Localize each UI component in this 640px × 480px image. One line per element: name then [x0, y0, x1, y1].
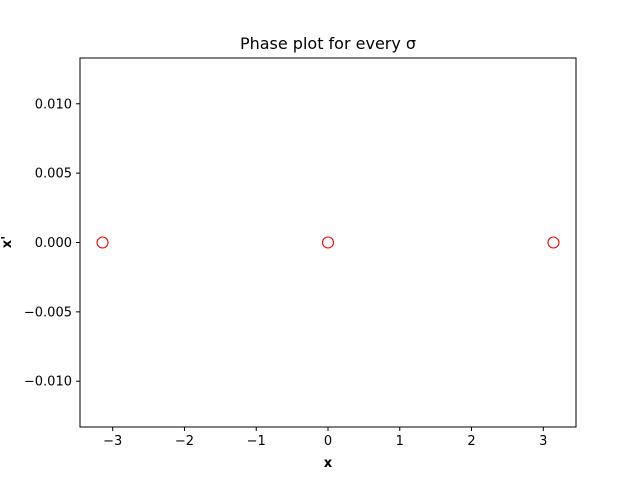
y-tick-label: −0.005: [24, 305, 72, 320]
chart-title: Phase plot for every σ: [240, 34, 416, 53]
x-tick-label: 1: [396, 434, 404, 449]
data-point: [547, 236, 560, 249]
x-tick-label: 2: [467, 434, 475, 449]
axes-frame: [79, 57, 577, 428]
x-tick-label: −3: [103, 434, 122, 449]
data-point: [96, 236, 109, 249]
plot-area: [96, 236, 560, 249]
y-axis-label: x': [0, 236, 15, 248]
x-tick-label: 0: [324, 434, 332, 449]
y-axis: −0.010 −0.005 0.000 0.005 0.010: [24, 97, 80, 390]
x-tick-label: −1: [247, 434, 266, 449]
y-tick-label: 0.010: [35, 97, 72, 112]
data-point: [321, 236, 335, 249]
x-axis: −3 −2 −1 0 1 2 3: [103, 427, 547, 449]
x-tick-label: −2: [175, 434, 194, 449]
y-tick-label: 0.005: [35, 167, 72, 182]
x-axis-label: x: [324, 456, 333, 471]
y-tick-label: 0.000: [35, 236, 72, 251]
x-tick-label: 3: [539, 434, 547, 449]
y-tick-label: −0.010: [24, 375, 72, 390]
